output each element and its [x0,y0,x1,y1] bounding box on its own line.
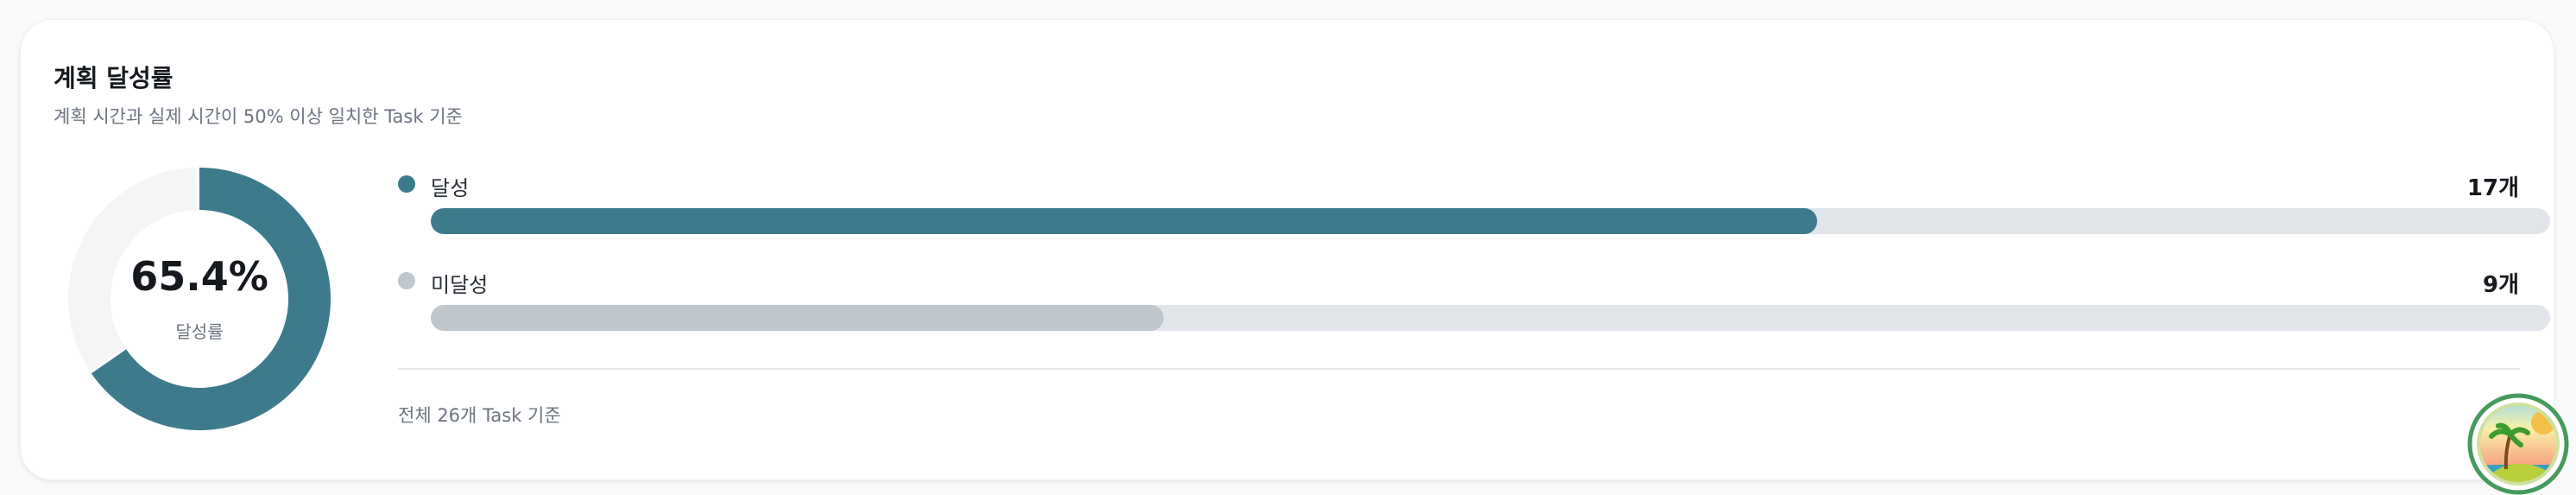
progress-fill [431,305,1165,331]
divider [398,368,2520,370]
progress-fill [431,208,1817,234]
progress-track [431,305,2550,331]
row-count: 9개 [2482,272,2519,298]
tropical-island-avatar-icon[interactable] [2467,393,2569,495]
donut-achieved-segment [91,168,331,430]
progress-track [431,208,2550,234]
footer-note: 전체 26개 Task 기준 [398,405,561,426]
row-label: 미달성 [431,273,489,297]
legend-dot-icon [398,272,415,289]
legend-dot-icon [398,175,415,193]
card-title: 계획 달성률 [54,64,174,92]
plan-achievement-card: 계획 달성률 계획 시간과 실제 시간이 50% 이상 일치한 Task 기준 … [20,19,2554,480]
achievement-percent: 65.4% [130,253,268,300]
row-count: 17개 [2466,175,2519,201]
achievement-donut-chart [68,168,331,430]
donut-remaining-segment [68,168,198,371]
row-label: 달성 [431,176,470,200]
card-subtitle: 계획 시간과 실제 시간이 50% 이상 일치한 Task 기준 [54,106,463,127]
achievement-caption: 달성률 [175,321,224,342]
